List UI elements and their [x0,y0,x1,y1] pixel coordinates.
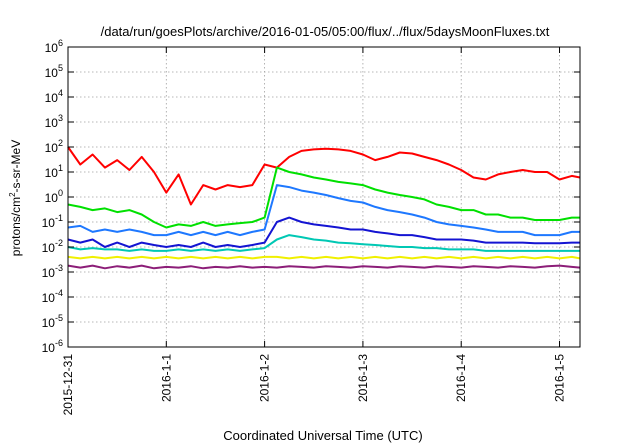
y-tick-label: 10-2 [42,238,63,255]
series-line [67,216,580,248]
y-axis-label-sup: 2 [8,192,17,197]
x-tick-label: 2016-1-2 [258,354,272,402]
y-tick-label-base: 10 [42,266,56,280]
y-tick-label-base: 10 [42,291,56,305]
y-tick-label-exponent: 4 [58,88,63,98]
y-tick-label-exponent: -2 [55,238,63,248]
chart-title: /data/run/goesPlots/archive/2016-01-05/0… [101,24,550,39]
y-axis-label-base: protons/cm [9,197,23,256]
y-tick-label-base: 10 [42,241,56,255]
y-axis-label: protons/cm2-s-sr-MeV [8,140,23,256]
y-tick-label-exponent: -3 [55,263,63,273]
y-tick-label-exponent: 3 [58,113,63,123]
y-axis-label-rest: -s-sr-MeV [9,140,23,193]
y-tick-label: 10-3 [42,263,63,280]
y-tick-label-exponent: 2 [58,138,63,148]
series-line [67,255,581,260]
y-tick-label-base: 10 [45,191,59,205]
y-tick-label-exponent: 1 [58,163,63,173]
y-tick-label-base: 10 [42,341,56,355]
y-tick-label: 106 [45,38,63,55]
y-tick-label-base: 10 [45,116,59,130]
x-tick-label: 2015-12-31 [61,354,75,416]
x-tick-label: 2016-1-4 [454,354,468,402]
y-tick-label: 101 [45,163,63,180]
y-tick-label: 103 [45,113,63,130]
y-tick-label-exponent: 6 [58,38,63,48]
grid-lines [68,47,580,347]
y-tick-label-exponent: 0 [58,188,63,198]
series-lines [67,146,581,270]
y-tick-label: 105 [45,63,63,80]
y-tick-label-base: 10 [42,316,56,330]
series-line [67,264,581,270]
x-tick-label: 2016-1-3 [356,354,370,402]
series-line [67,234,580,252]
y-tick-label-base: 10 [45,141,59,155]
y-tick-label-base: 10 [45,41,59,55]
y-tick-label-base: 10 [45,166,59,180]
y-tick-label-base: 10 [42,216,56,230]
x-axis-label: Coordinated Universal Time (UTC) [223,428,422,443]
x-tick-label: 2016-1-1 [159,354,173,402]
series-line [67,184,580,237]
axis-ticks [67,46,580,348]
y-tick-label-exponent: 5 [58,63,63,73]
y-tick-label: 104 [45,88,63,105]
y-tick-label-exponent: -5 [55,313,63,323]
series-line [67,166,580,229]
y-tick-label-exponent: -6 [55,338,63,348]
y-tick-label-base: 10 [45,91,59,105]
series-line [67,146,581,206]
y-tick-labels: 10-610-510-410-310-210-11001011021031041… [42,38,63,355]
y-tick-label: 10-5 [42,313,63,330]
y-tick-label-base: 10 [45,66,59,80]
y-tick-label-exponent: -4 [55,288,63,298]
y-tick-label: 102 [45,138,63,155]
y-tick-label: 10-1 [42,213,63,230]
x-tick-label: 2016-1-5 [553,354,567,402]
y-tick-label: 100 [45,188,63,205]
x-tick-labels: 2015-12-31 2016-1-1 2016-1-2 2016-1-3 2016-1… [61,354,567,416]
y-tick-label: 10-4 [42,288,63,305]
y-tick-label-exponent: -1 [55,213,63,223]
y-tick-label: 10-6 [42,338,63,355]
